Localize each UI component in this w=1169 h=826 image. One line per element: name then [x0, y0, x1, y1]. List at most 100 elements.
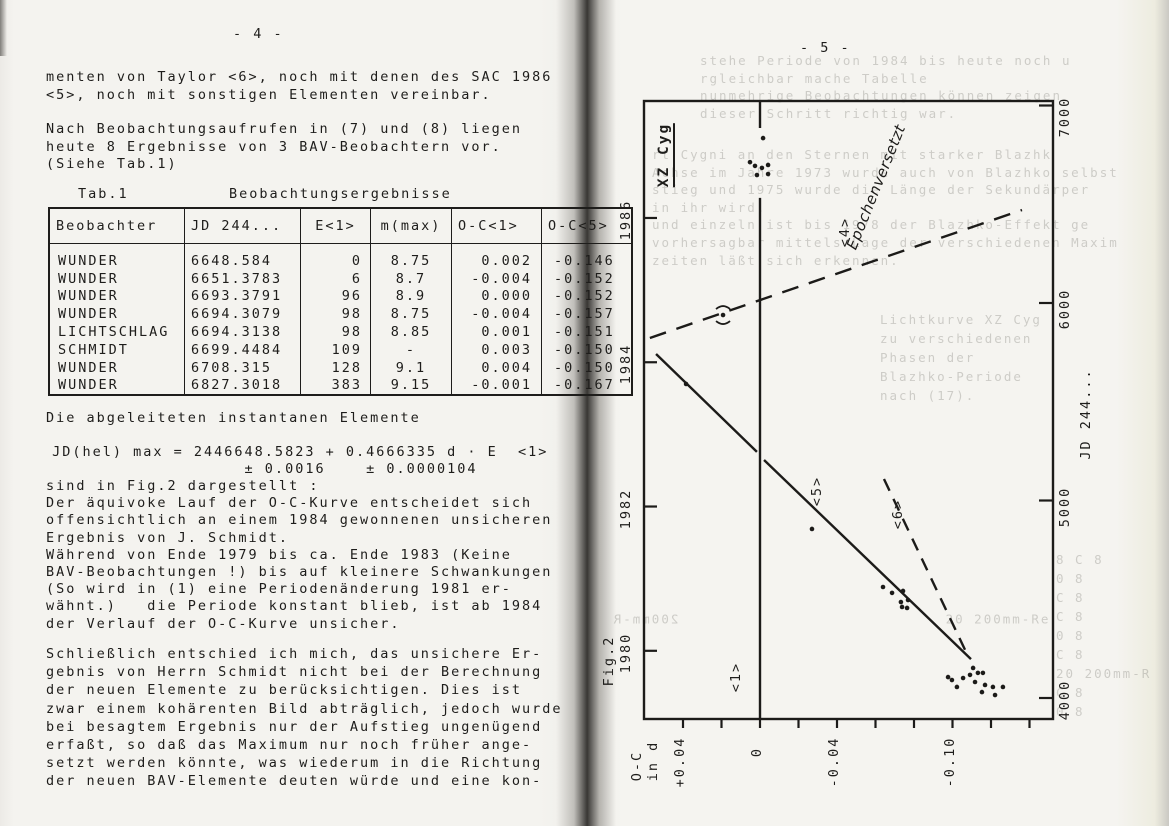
table-row: WUNDER 6827.3018 383 9.15 -0.001 -0.167 — [48, 376, 632, 396]
table-cell: -0.004 — [451, 269, 542, 288]
text-line: Ergebnis von J. Schmidt. — [46, 529, 290, 546]
text-line: C 8 — [1056, 647, 1085, 662]
table-cell: 0.000 — [451, 287, 542, 306]
data-point — [949, 677, 955, 683]
elements-line-6 — [882, 478, 968, 653]
column-header: m(max) — [370, 208, 452, 244]
text-line: vorhersagbar mittels Lage der verschiede… — [652, 234, 1119, 250]
text-line: BAV-Beobachtungen !) bis auf kleinere Sc… — [46, 564, 553, 581]
data-point — [899, 604, 905, 610]
text-line: Achse im Jahre 1973 wurde auch von Blazh… — [652, 164, 1119, 180]
column-header: Beobachter — [48, 208, 185, 244]
table-cell: -0.167 — [541, 376, 632, 396]
left-page — [0, 0, 578, 826]
bleedthrough-fragment: 20 200mm-Re — [945, 611, 1051, 627]
data-point — [960, 675, 966, 681]
table-caption-title: Beobachtungsergebnisse — [229, 186, 452, 202]
uncertain-paren — [715, 305, 731, 310]
table-cell: 0.002 — [451, 243, 542, 270]
data-point — [990, 684, 996, 690]
text-line: rgleichbar mache Tabelle — [700, 70, 929, 86]
text-line: ± 0.0016 ± 0.0000104 — [42, 461, 478, 478]
data-point — [898, 599, 904, 605]
table-cell: 6694.3079 — [184, 305, 301, 324]
data-point — [880, 584, 886, 590]
scan-edge-artifact — [0, 0, 7, 56]
table-cell: 0.003 — [451, 340, 542, 359]
text-line: stehe Periode von 1984 bis heute noch u — [700, 53, 1072, 68]
bleedthrough-mid-block: rt Cygni an den Sternen mit starker Blaz… — [652, 146, 1119, 269]
table-cell: 8.85 — [370, 323, 452, 341]
text-line: C 8 — [1056, 590, 1085, 605]
data-point — [970, 665, 976, 671]
year-tick-label: 1982 — [618, 488, 634, 529]
figure-title: XZ Cyg — [656, 122, 675, 188]
text-line: (So wird in (1) eine Periodenänderung 19… — [46, 581, 512, 598]
text-line: stieg und 1975 wurde die Länge der Sekun… — [652, 182, 1091, 198]
column-header: O-C<1> — [451, 208, 542, 244]
line-label-6: <6> — [890, 498, 906, 530]
oc-axis-label: O-C in d — [629, 741, 661, 782]
table-cell: -0.150 — [541, 358, 632, 377]
table-cell: 6699.4484 — [184, 340, 301, 359]
text-line: der Verlauf der O-C-Kurve unsicher. — [46, 615, 401, 632]
column-header: E<1> — [300, 208, 371, 244]
table-cell: -0.152 — [541, 287, 632, 306]
text-line: der neuen BAV-Elemente deuten würde und … — [46, 773, 543, 790]
table-cell: 6 — [300, 269, 371, 288]
text-line: JD(hel) max = 2446648.5823 + 0.4666335 d… — [42, 444, 549, 460]
table-row: WUNDER 6651.3783 6 8.7 -0.004 -0.152 — [48, 269, 632, 288]
text-line: 0 8 — [1056, 704, 1085, 719]
column-header: O-C<5> — [541, 208, 632, 244]
table-cell: 109 — [300, 340, 371, 359]
table-cell: 6693.3791 — [184, 287, 301, 306]
page-edge-shadow — [1155, 0, 1169, 826]
column-header: JD 244... — [184, 208, 301, 244]
text-line: (Siehe Tab.1) — [46, 156, 178, 173]
text-line: erfaßt, so daß das Maximum nur noch früh… — [46, 737, 533, 754]
table-cell: 0 — [300, 243, 371, 270]
paragraph-1: menten von Taylor <6>, noch mit denen de… — [46, 68, 552, 104]
data-point — [904, 605, 910, 611]
elements-formula: JD(hel) max = 2446648.5823 + 0.4666335 d… — [42, 444, 548, 478]
text-line: Blazhko-Periode — [880, 369, 1023, 384]
data-point — [765, 171, 771, 177]
page-number-right: - 5 - — [800, 40, 851, 56]
data-point — [945, 674, 951, 680]
text-line: der neuen Elemente zu berücksichtigen. D… — [46, 682, 523, 699]
text-line: Phasen der — [880, 350, 976, 365]
table-cell: - — [370, 340, 452, 359]
data-point — [967, 672, 973, 678]
table-cell: 8.9 — [370, 287, 452, 306]
oc-tick-label: -0.04 — [826, 736, 842, 788]
table-cell: 8.75 — [370, 243, 452, 270]
data-point — [889, 590, 895, 596]
data-point — [980, 670, 986, 676]
text-line: O-C — [629, 750, 645, 782]
oc-tick-label: -0.10 — [941, 736, 958, 788]
data-point — [905, 597, 911, 603]
data-point — [992, 692, 998, 698]
jd-tick-label: 7000 — [1057, 96, 1073, 138]
text-line: 0 8 — [1056, 571, 1085, 586]
text-line: 0 8 — [1056, 628, 1085, 643]
bleedthrough-right-column: 8 C 8 0 8 C 8 C 8 0 8 C 8 20 200mm-R C 8 0 8 — [1056, 550, 1151, 721]
text-line: Lichtkurve XZ Cyg — [880, 312, 1042, 327]
table-cell: WUNDER — [48, 269, 185, 288]
bleedthrough-top-block: stehe Periode von 1984 bis heute noch u r… — [700, 52, 1072, 122]
data-point — [809, 526, 815, 532]
table-row: SCHMIDT 6699.4484 109-0.003 -0.150 — [48, 340, 632, 359]
table-cell: WUNDER — [48, 376, 185, 396]
elements-intro-line: Die abgeleiteten instantanen Elemente — [46, 410, 421, 426]
text-line: setzt werden könnte, was wiederum in die… — [46, 755, 543, 772]
text-line: Schließlich entschied ich mich, das unsi… — [46, 646, 543, 662]
table-cell: 0.004 — [451, 358, 542, 377]
table-cell: -0.150 — [541, 340, 632, 359]
data-point — [759, 165, 765, 171]
text-line: in ihr wird. — [652, 199, 767, 215]
table-cell: WUNDER — [48, 305, 185, 324]
table-cell: 6827.3018 — [184, 376, 301, 396]
data-point — [954, 684, 960, 690]
year-tick-label: 1984 — [618, 343, 634, 385]
